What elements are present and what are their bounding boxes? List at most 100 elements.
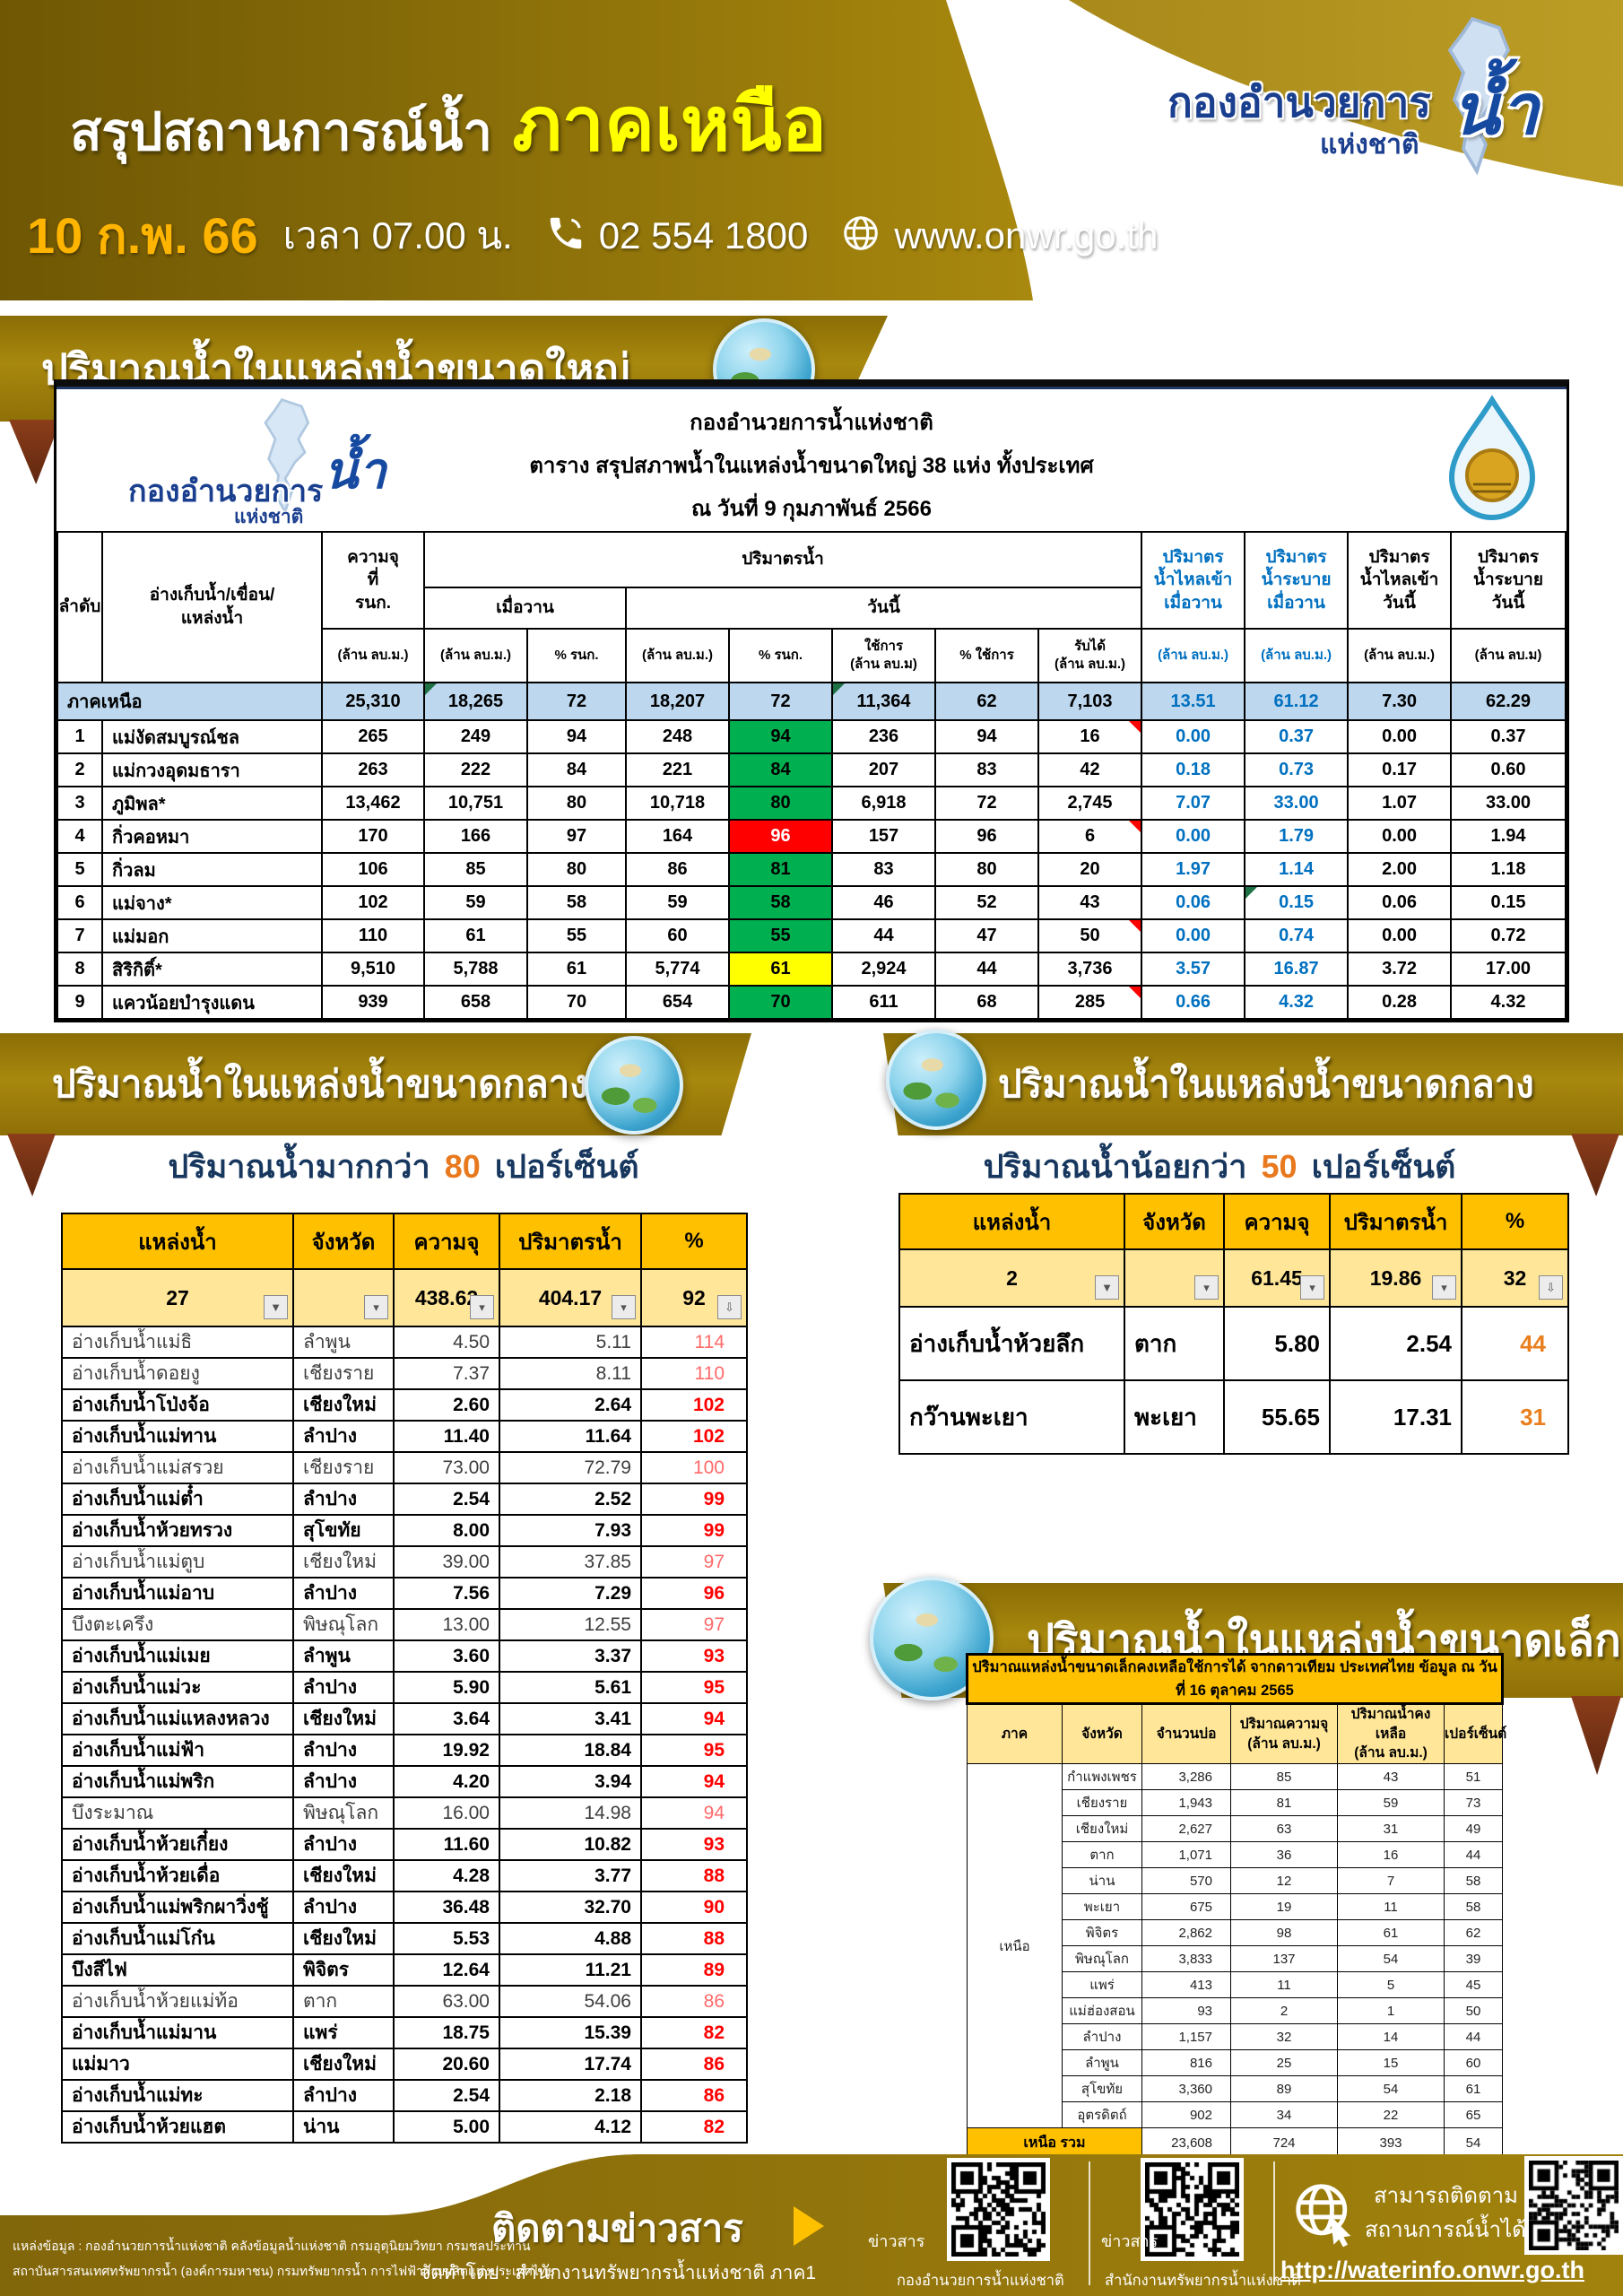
filter-sort-button[interactable]: ⇩ xyxy=(717,1295,742,1319)
cell-capacity: 2.54 xyxy=(393,2079,500,2112)
water-drop-emblem xyxy=(1443,395,1541,525)
corner-marker-red xyxy=(1129,921,1141,932)
small-col-header-5: เปอร์เซ็นต์ xyxy=(1444,1702,1506,1765)
globe-cursor-icon xyxy=(1289,2178,1359,2252)
reservoir-row: อ่างเก็บน้ำแม่พริกผาวิ่งชู้ ลำปาง 36.48 32.… xyxy=(61,1891,748,1924)
filter-down-button[interactable]: ▾ xyxy=(612,1295,636,1319)
cell-remaining: 61 xyxy=(1337,1919,1445,1947)
page-title-region: ภาคเหนือ xyxy=(512,82,828,166)
cell-capacity: 263 xyxy=(321,752,425,787)
cell-percent: 102 xyxy=(640,1388,748,1422)
filter-down-button[interactable]: ▾ xyxy=(1300,1275,1324,1300)
reservoir-row: อ่างเก็บน้ำแม่ธิ ลำพูน 4.50 5.11 114 xyxy=(61,1326,748,1359)
col-capacity: ความจุ ที่ รนก. xyxy=(321,531,425,630)
cell-volume: 7.29 xyxy=(499,1577,642,1610)
cell-percent: 110 xyxy=(640,1357,748,1390)
filter-down-button[interactable]: ▾ xyxy=(1432,1275,1456,1300)
cell-discharge-yesterday: 1.14 xyxy=(1244,852,1350,887)
total-remaining: 393 xyxy=(1337,2127,1445,2160)
filter-funnel-button[interactable]: ▼ xyxy=(1095,1275,1119,1300)
cell-capacity: 4.50 xyxy=(393,1326,500,1359)
cell-yesterday-pct: 70 xyxy=(526,985,627,1020)
cell-volume: 3.94 xyxy=(499,1765,642,1798)
cell-usable-pct: 72 xyxy=(934,786,1039,821)
cell-usable-pct: 47 xyxy=(934,918,1039,953)
waterinfo-url[interactable]: http://waterinfo.onwr.go.th xyxy=(1280,2257,1584,2283)
cell-capacity: 102 xyxy=(321,885,425,920)
cell-inflow-yesterday: 7.07 xyxy=(1141,786,1246,821)
province-row: สุโขทัย 3,360 89 54 61 xyxy=(968,2075,1503,2103)
reservoir-row: อ่างเก็บน้ำห้วยลึก ตาก 5.80 2.54 44 xyxy=(898,1306,1569,1381)
cell-receivable: 43 xyxy=(1037,885,1143,920)
cell-volume: 2.64 xyxy=(499,1388,642,1422)
cell-usable: 46 xyxy=(831,885,936,920)
cell-percent: 44 xyxy=(1461,1306,1569,1381)
small-col-header-4: ปริมาณน้ำคงเหลือ (ล้าน ลบ.ม.) xyxy=(1337,1702,1445,1765)
cell-capacity: 137 xyxy=(1230,1945,1338,1973)
cell-name: อ่างเก็บน้ำแม่ธิ xyxy=(61,1326,294,1359)
filter-down-button[interactable]: ▾ xyxy=(364,1295,388,1319)
subtitle-text: ปริมาณน้ำมากกว่า xyxy=(168,1148,430,1185)
cell-today-volume: 60 xyxy=(625,918,730,953)
qr-swr-caption-small: ข่าวสาร xyxy=(1101,2232,1159,2250)
cell-bore-count: 816 xyxy=(1141,2049,1231,2077)
col-header-2: ความจุ xyxy=(1223,1193,1331,1250)
sub-yesterday: เมื่อวาน xyxy=(423,587,627,630)
col-discharge-today: ปริมาตร น้ำระบาย วันนี้ xyxy=(1450,531,1567,630)
cell-capacity: 4.28 xyxy=(393,1859,500,1892)
subtitle-value: 80 xyxy=(444,1148,481,1185)
small-table-title-row: ปริมาณแหล่งน้ำขนาดเล็กคงเหลือใช้การได้ จ… xyxy=(966,1653,1504,1705)
phone-icon xyxy=(545,213,586,258)
cell-name: อ่างเก็บน้ำห้วยเกี๋ยง xyxy=(61,1828,294,1861)
cell-percent: 86 xyxy=(640,1985,748,2018)
cell-name: อ่างเก็บน้ำห้วยเดื่อ xyxy=(61,1859,294,1892)
cell-capacity: 13.00 xyxy=(393,1608,500,1641)
cell-capacity: 8.00 xyxy=(393,1514,500,1547)
cell-bore-count: 1,943 xyxy=(1141,1789,1231,1817)
filter-down-button[interactable]: ▾ xyxy=(1194,1275,1219,1300)
cell-province: เชียงใหม่ xyxy=(292,2048,395,2081)
cell-receivable: 285 xyxy=(1037,985,1143,1020)
cell-capacity: 11 xyxy=(1230,1971,1338,1999)
reservoir-row: 8 สิริกิติ์* 9,510 5,788 61 5,774 61 2,924 44 3,7… xyxy=(56,952,1567,987)
website-url[interactable]: www.onwr.go.th xyxy=(894,213,1159,257)
filter-row: 2 ▼ ▾ 61.45 ▾ 19.86 ▾ 32 ⇩ xyxy=(898,1248,1569,1308)
cell-yesterday-pct: 61 xyxy=(526,952,627,987)
cell-usable: 611 xyxy=(831,985,936,1020)
cell-percent: 97 xyxy=(640,1545,748,1578)
cell-yesterday-volume: 249 xyxy=(423,719,528,754)
cell-inflow-yesterday: 3.57 xyxy=(1141,952,1246,987)
reservoir-row: อ่างเก็บน้ำแม่ทะ ลำปาง 2.54 2.18 86 xyxy=(61,2079,748,2112)
cell-remaining: 16 xyxy=(1337,1841,1445,1869)
cell-reservoir-name: แม่งัดสมบูรณ์ชล xyxy=(101,719,323,754)
reservoir-row: บึงระมาณ พิษณุโลก 16.00 14.98 94 xyxy=(61,1796,748,1830)
cell-no: 9 xyxy=(56,985,103,1020)
col-discharge-yesterday: ปริมาตร น้ำระบาย เมื่อวาน xyxy=(1244,531,1350,630)
cell-bore-count: 3,286 xyxy=(1141,1763,1231,1791)
filter-down-button[interactable]: ▾ xyxy=(470,1295,494,1319)
cell-today-volume: 10,718 xyxy=(625,786,730,821)
cell-bore-count: 570 xyxy=(1141,1867,1231,1895)
cell-yesterday-volume: 166 xyxy=(423,819,528,854)
qr-code-onwr-news xyxy=(947,2158,1050,2261)
card-logo-line1: กองอำนวยการ xyxy=(128,474,324,509)
header-row: แหล่งน้ำ จังหวัด ความจุ ปริมาตรน้ำ% xyxy=(61,1213,748,1270)
cell-percent: 96 xyxy=(640,1577,748,1610)
summary-inflow-today: 7.30 xyxy=(1347,682,1453,721)
cell-no: 5 xyxy=(56,852,103,887)
filter-sort-button[interactable]: ⇩ xyxy=(1539,1275,1563,1300)
reservoir-row: 7 แม่มอก 110 61 55 60 55 44 47 50 0.00 0.74 0.00 0.72 xyxy=(56,918,1567,953)
reservoir-row: 5 กิ่วลม 106 85 80 86 81 83 80 20 1.97 1.14 2.00 1.18 xyxy=(56,852,1567,887)
filter-funnel-button[interactable]: ▼ xyxy=(264,1295,288,1319)
province-row: เชียงใหม่ 2,627 63 31 49 xyxy=(968,1815,1503,1843)
cell-province: ลำพูน xyxy=(292,1326,395,1359)
cell-inflow-today: 2.00 xyxy=(1347,852,1453,887)
cell-name: อ่างเก็บน้ำแม่พริกผาวิ่งชู้ xyxy=(61,1891,294,1924)
cell-volume: 32.70 xyxy=(499,1891,642,1924)
cell-province: ลำปาง xyxy=(292,1828,395,1861)
cell-capacity: 89 xyxy=(1230,2075,1338,2103)
made-by-label: จัดทำโดย : สำนักงานทรัพยากรน้ำแห่งชาติ ภ… xyxy=(420,2263,817,2283)
cell-bore-count: 902 xyxy=(1141,2101,1231,2129)
cell-discharge-today: 0.72 xyxy=(1450,918,1567,953)
water-landscape-icon xyxy=(585,1036,683,1135)
